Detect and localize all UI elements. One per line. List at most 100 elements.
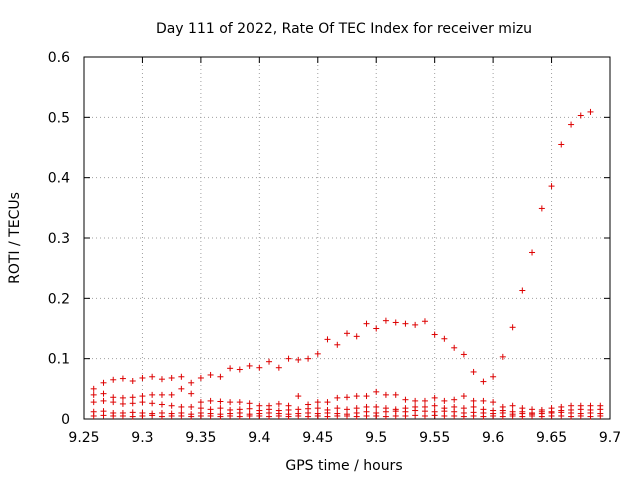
x-tick-label: 9.35 xyxy=(185,430,216,446)
data-point-satellite-b xyxy=(382,391,389,398)
data-point-satellite-b xyxy=(334,394,341,401)
data-point-satellite-a xyxy=(480,378,487,385)
data-point-satellite-a xyxy=(587,108,594,115)
y-tick-label: 0.4 xyxy=(48,171,70,187)
chart-title: Day 111 of 2022, Rate Of TEC Index for r… xyxy=(156,21,532,37)
x-tick-label: 9.65 xyxy=(536,430,567,446)
x-axis-label: GPS time / hours xyxy=(285,458,402,474)
data-point-satellite-a xyxy=(382,317,389,324)
data-point-satellite-e xyxy=(324,413,331,420)
data-point-satellite-c xyxy=(100,397,107,404)
data-point-satellite-e xyxy=(285,413,292,420)
data-point-satellite-a xyxy=(119,375,126,382)
data-point-satellite-a xyxy=(295,356,302,363)
data-point-satellite-a xyxy=(577,112,584,119)
data-point-satellite-a xyxy=(168,374,175,381)
data-point-satellite-a xyxy=(499,353,506,360)
data-point-satellite-e xyxy=(217,413,224,420)
data-point-satellite-e xyxy=(149,412,156,419)
data-point-satellite-c xyxy=(188,403,195,410)
data-point-satellite-b xyxy=(451,396,458,403)
plot-frame xyxy=(83,56,611,420)
data-point-satellite-e xyxy=(558,412,565,419)
data-point-satellite-c xyxy=(90,399,97,406)
data-point-satellite-b xyxy=(149,391,156,398)
y-tick-label: 0.5 xyxy=(48,110,70,126)
data-point-satellite-a xyxy=(490,373,497,380)
data-point-satellite-a xyxy=(509,324,516,331)
data-point-satellite-e xyxy=(587,413,594,420)
x-tick-label: 9.45 xyxy=(302,430,333,446)
y-axis-ticks: 0 0.1 0.2 0.3 0.4 0.5 0.6 xyxy=(48,50,610,428)
data-point-satellite-e xyxy=(451,412,458,419)
data-point-satellite-e xyxy=(392,412,399,419)
data-point-satellite-a xyxy=(392,319,399,326)
data-point-satellite-a xyxy=(548,183,555,190)
data-point-satellite-e xyxy=(412,412,419,419)
data-point-satellite-b xyxy=(227,399,234,406)
data-point-satellite-e xyxy=(100,412,107,419)
data-point-satellite-a xyxy=(421,318,428,325)
data-point-satellite-b xyxy=(207,397,214,404)
data-point-satellite-e xyxy=(207,412,214,419)
data-point-satellite-b xyxy=(295,393,302,400)
data-point-satellite-b xyxy=(363,393,370,400)
data-point-satellite-a xyxy=(227,365,234,372)
data-point-satellite-e xyxy=(188,413,195,420)
data-point-satellite-b xyxy=(373,388,380,395)
data-point-satellite-b xyxy=(139,393,146,400)
data-point-satellite-a xyxy=(412,321,419,328)
data-point-satellite-e xyxy=(158,413,165,420)
data-point-satellite-b xyxy=(188,390,195,397)
data-point-satellite-a xyxy=(538,205,545,212)
data-point-satellite-a xyxy=(188,379,195,386)
data-points xyxy=(90,108,604,420)
data-point-satellite-b xyxy=(480,397,487,404)
data-point-satellite-b xyxy=(460,393,467,400)
data-point-satellite-b xyxy=(431,394,438,401)
data-point-satellite-e xyxy=(441,412,448,419)
data-point-satellite-b xyxy=(100,390,107,397)
data-point-satellite-e xyxy=(597,412,604,419)
data-point-satellite-e xyxy=(266,413,273,420)
data-point-satellite-e xyxy=(129,413,136,420)
data-point-satellite-a xyxy=(334,341,341,348)
data-point-satellite-a xyxy=(110,376,117,383)
data-point-satellite-e xyxy=(344,412,350,419)
data-point-satellite-b xyxy=(392,391,399,398)
data-point-satellite-c xyxy=(314,405,321,412)
data-point-satellite-a xyxy=(129,377,136,384)
data-point-satellite-b xyxy=(470,397,477,404)
data-point-satellite-e xyxy=(431,412,438,419)
data-point-satellite-e xyxy=(246,412,253,419)
data-point-satellite-e xyxy=(577,412,584,419)
data-point-satellite-a xyxy=(373,325,380,332)
data-point-satellite-c xyxy=(129,400,136,407)
data-point-satellite-c xyxy=(431,402,438,409)
data-point-satellite-a xyxy=(519,287,526,294)
data-point-satellite-e xyxy=(529,412,536,419)
data-point-satellite-e xyxy=(110,412,117,419)
data-point-satellite-e xyxy=(197,412,204,419)
y-axis-label: ROTI / TECUs xyxy=(7,192,23,284)
data-point-satellite-a xyxy=(256,364,263,371)
data-point-satellite-a xyxy=(275,364,282,371)
data-point-satellite-a xyxy=(178,373,185,380)
data-point-satellite-a xyxy=(305,355,312,362)
data-point-satellite-a xyxy=(568,121,575,128)
data-point-satellite-b xyxy=(246,400,253,407)
data-point-satellite-c xyxy=(168,402,175,409)
data-point-satellite-e xyxy=(236,413,243,420)
data-point-satellite-a xyxy=(344,330,350,337)
data-point-satellite-e xyxy=(119,412,126,419)
data-point-satellite-e xyxy=(178,412,185,419)
x-axis-ticks: 9.25 9.3 9.35 9.4 9.45 9.5 9.55 9.6 9.65 9.7 xyxy=(68,57,621,446)
data-point-satellite-e xyxy=(519,413,526,420)
grid-lines xyxy=(84,57,610,419)
data-point-satellite-b xyxy=(275,400,282,407)
data-point-satellite-b xyxy=(344,394,350,401)
data-point-satellite-e xyxy=(295,412,302,419)
data-point-satellite-c xyxy=(158,401,165,408)
data-point-satellite-a xyxy=(217,373,224,380)
